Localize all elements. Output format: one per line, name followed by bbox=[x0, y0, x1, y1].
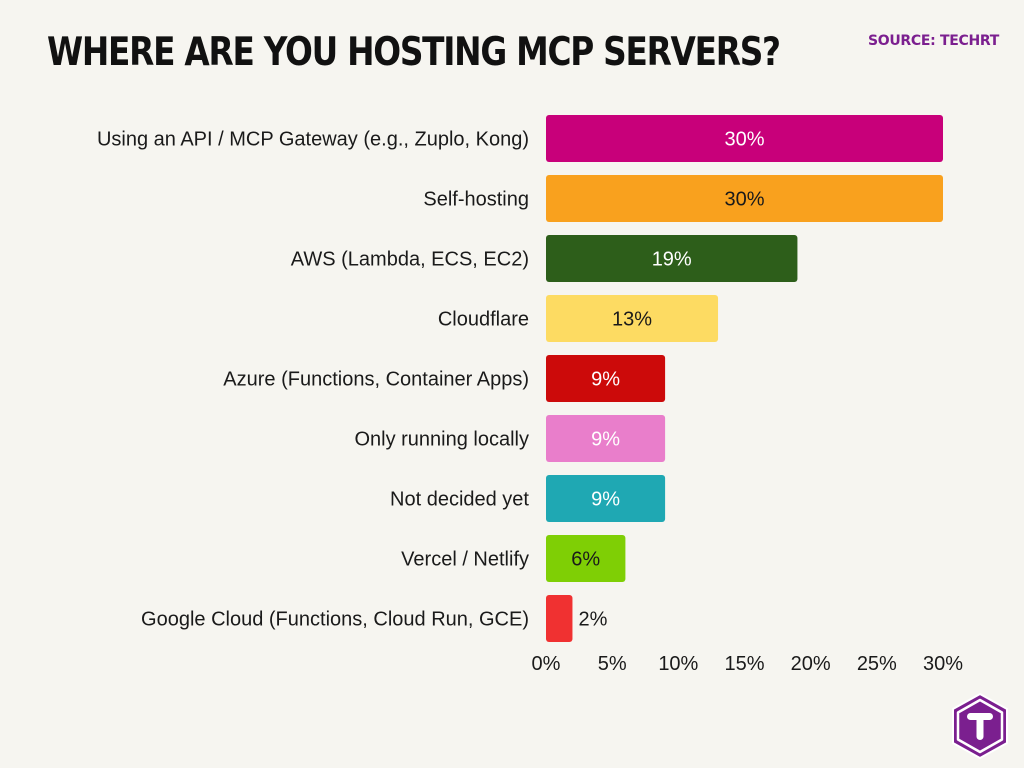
data-label: 6% bbox=[571, 549, 600, 571]
data-label: 30% bbox=[724, 189, 764, 211]
category-label: AWS (Lambda, ECS, EC2) bbox=[291, 249, 529, 271]
x-tick-label: 20% bbox=[791, 653, 831, 675]
category-label: Vercel / Netlify bbox=[401, 549, 529, 571]
bar bbox=[546, 175, 943, 222]
category-label: Cloudflare bbox=[438, 309, 529, 331]
x-tick-label: 10% bbox=[658, 653, 698, 675]
bar bbox=[546, 355, 666, 402]
bar bbox=[546, 415, 666, 462]
bar bbox=[546, 115, 943, 162]
x-tick-label: 30% bbox=[923, 653, 963, 675]
bar bbox=[546, 295, 719, 342]
chart-title: WHERE ARE YOU HOSTING MCP SERVERS? bbox=[47, 30, 781, 75]
source-label: SOURCE: TECHRT bbox=[867, 33, 999, 49]
data-label: 13% bbox=[612, 309, 652, 331]
category-label: Self-hosting bbox=[423, 189, 529, 211]
category-label: Only running locally bbox=[354, 429, 529, 451]
category-label: Azure (Functions, Container Apps) bbox=[223, 369, 529, 391]
bar bbox=[546, 235, 798, 282]
data-label: 9% bbox=[591, 489, 620, 511]
data-label: 9% bbox=[591, 369, 620, 391]
category-label: Google Cloud (Functions, Cloud Run, GCE) bbox=[141, 609, 529, 631]
x-tick-label: 15% bbox=[724, 653, 764, 675]
x-tick-label: 0% bbox=[532, 653, 561, 675]
data-label: 9% bbox=[591, 429, 620, 451]
x-tick-label: 5% bbox=[598, 653, 627, 675]
data-label: 30% bbox=[724, 129, 764, 151]
bar bbox=[546, 535, 626, 582]
bar bbox=[546, 475, 666, 522]
data-label: 19% bbox=[652, 249, 692, 271]
bar bbox=[546, 595, 573, 642]
category-label: Not decided yet bbox=[390, 489, 529, 511]
x-tick-label: 25% bbox=[857, 653, 897, 675]
techrt-t-hexagon-icon bbox=[952, 693, 1008, 759]
data-label: 2% bbox=[578, 609, 607, 631]
category-label: Using an API / MCP Gateway (e.g., Zuplo,… bbox=[97, 129, 529, 151]
